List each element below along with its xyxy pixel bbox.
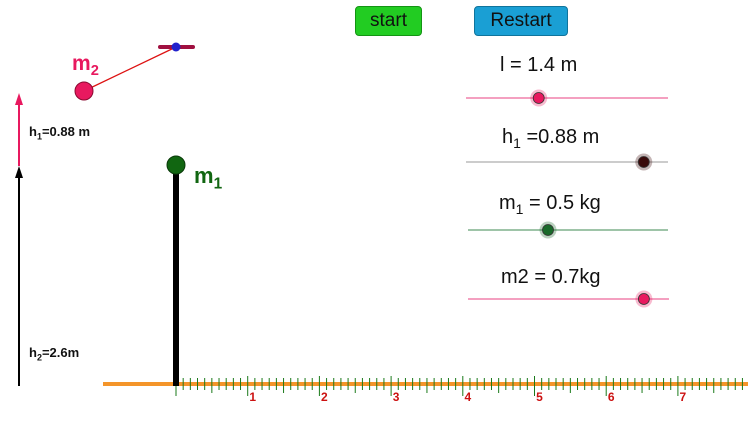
slider-knob-length[interactable] bbox=[532, 92, 545, 104]
restart-button[interactable]: Restart bbox=[474, 6, 568, 36]
slider-knob-h1[interactable] bbox=[637, 156, 650, 168]
ruler-number: 1 bbox=[249, 390, 256, 404]
ruler-number: 7 bbox=[680, 390, 687, 404]
m2-label: m2 bbox=[72, 52, 99, 80]
ruler: 1 2 3 4 5 6 7 bbox=[175, 376, 743, 404]
ruler-number: 2 bbox=[321, 390, 328, 404]
pivot-point[interactable] bbox=[171, 42, 181, 52]
h1-arrow-head bbox=[15, 93, 23, 105]
h1-label: h1=0.88 m bbox=[29, 124, 91, 142]
m1-post bbox=[173, 166, 179, 386]
slider-label-h1: h1 =0.88 m bbox=[502, 126, 600, 151]
h2-label: h2=2.6m bbox=[29, 345, 80, 363]
start-button[interactable]: start bbox=[355, 6, 422, 36]
slider-label-m1: m1 = 0.5 kg bbox=[499, 192, 601, 217]
m2-ball[interactable] bbox=[74, 81, 94, 101]
m1-ball[interactable] bbox=[166, 155, 186, 175]
ruler-number: 5 bbox=[536, 390, 543, 404]
slider-label-m2: m2 = 0.7kg bbox=[501, 266, 601, 288]
sliders bbox=[466, 89, 669, 308]
ruler-number: 6 bbox=[608, 390, 615, 404]
pendulum-string bbox=[83, 46, 177, 92]
slider-label-length: l = 1.4 m bbox=[500, 54, 578, 76]
slider-knob-m2[interactable] bbox=[637, 293, 650, 305]
ruler-number: 4 bbox=[464, 390, 471, 404]
h2-arrow-head bbox=[15, 166, 23, 178]
m1-label: m1 bbox=[194, 163, 223, 193]
ruler-number: 3 bbox=[393, 390, 400, 404]
slider-knob-m1[interactable] bbox=[542, 224, 554, 236]
